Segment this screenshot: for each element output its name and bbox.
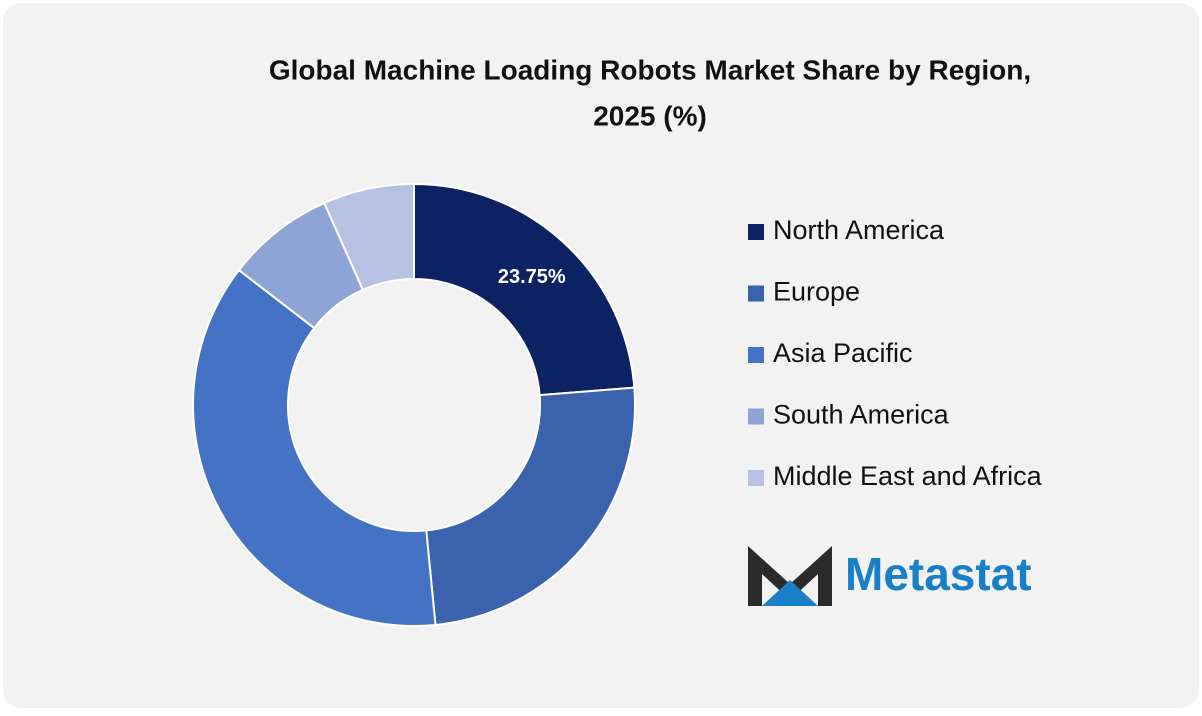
logo: Metastat [748,546,1032,606]
donut-slice [192,268,437,627]
chart-title: 2025 (%) [593,100,707,131]
legend-label: South America [773,400,950,430]
legend-swatch [748,224,764,240]
donut-slice [413,182,636,397]
legend-label: Europe [773,277,860,307]
logo-icon [762,580,818,606]
legend-swatch [748,408,764,425]
donut-slice [425,386,636,627]
legend-label: North America [773,215,945,245]
chart-title: Global Machine Loading Robots Market Sha… [269,54,1031,85]
donut-slice [323,182,415,292]
legend-label: Asia Pacific [773,338,913,368]
logo-text: Metastat [845,548,1032,600]
legend-swatch [748,285,764,302]
data-label: 23.75% [498,266,566,288]
legend-swatch [748,347,764,363]
legend-label: Middle East and Africa [773,461,1043,491]
legend-swatch [748,470,764,486]
